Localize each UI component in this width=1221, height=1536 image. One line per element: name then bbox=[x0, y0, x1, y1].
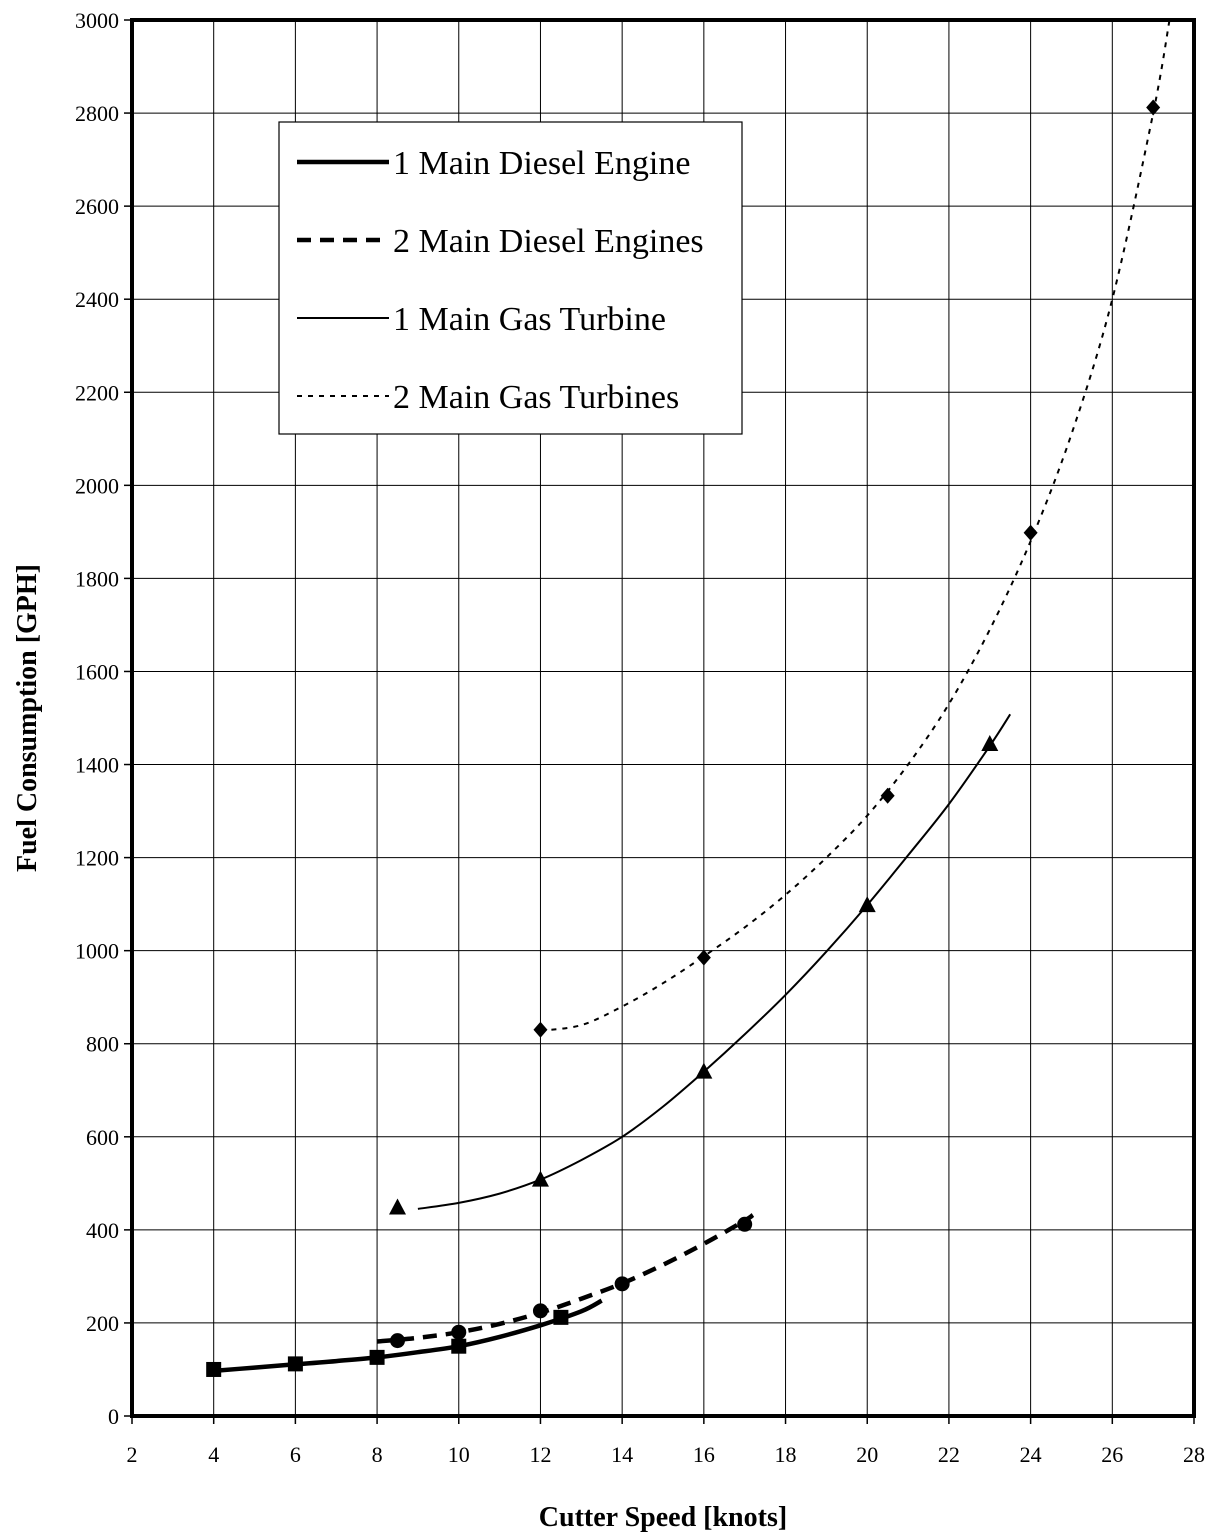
y-tick-label-3000: 3000 bbox=[75, 8, 119, 33]
x-tick-label-10: 10 bbox=[448, 1442, 470, 1467]
y-tick-label-2600: 2600 bbox=[75, 194, 119, 219]
marker-1-main-diesel-engine-5 bbox=[553, 1309, 569, 1325]
axis-tick-labels: 2 4 6 8 10 12 14 16 18 20 22 24 26 280200400600800100… bbox=[75, 8, 1205, 1467]
x-tick-label-4: 4 bbox=[208, 1442, 219, 1467]
y-tick-label-600: 600 bbox=[86, 1125, 119, 1150]
marker-2-main-gas-turbines-2 bbox=[696, 949, 711, 966]
marker-1-main-diesel-engine-1 bbox=[206, 1361, 222, 1377]
series-line-1-main-diesel-engine bbox=[213, 1298, 603, 1374]
y-tick-label-1600: 1600 bbox=[75, 659, 119, 684]
marker-1-main-diesel-engine-3 bbox=[369, 1349, 385, 1365]
x-tick-label-12: 12 bbox=[529, 1442, 551, 1467]
marker-2-main-gas-turbines-3 bbox=[880, 787, 895, 804]
x-tick-label-26: 26 bbox=[1101, 1442, 1123, 1467]
marker-1-main-diesel-engine-4 bbox=[451, 1338, 467, 1354]
marker-2-main-diesel-engines-1 bbox=[390, 1333, 405, 1349]
plot-frame bbox=[130, 18, 1196, 1418]
x-tick-label-28: 28 bbox=[1183, 1442, 1205, 1467]
legend-entry-1-main-diesel-engine: 1 Main Diesel Engine bbox=[393, 145, 690, 182]
x-axis-title: Cutter Speed [knots] bbox=[539, 1502, 787, 1533]
x-tick-label-6: 6 bbox=[290, 1442, 301, 1467]
x-tick-label-22: 22 bbox=[938, 1442, 960, 1467]
series-line-2-main-diesel-engines bbox=[376, 1213, 755, 1344]
x-tick-label-14: 14 bbox=[611, 1442, 633, 1467]
y-tick-label-200: 200 bbox=[86, 1311, 119, 1336]
x-tick-label-20: 20 bbox=[856, 1442, 878, 1467]
y-tick-label-2200: 2200 bbox=[75, 380, 119, 405]
marker-2-main-gas-turbines-1 bbox=[533, 1021, 548, 1038]
marker-2-main-diesel-engines-3 bbox=[532, 1303, 548, 1319]
y-tick-label-1200: 1200 bbox=[75, 846, 119, 871]
marker-2-main-gas-turbines-5 bbox=[1146, 99, 1161, 116]
legend-entry-2-main-diesel-engines: 2 Main Diesel Engines bbox=[393, 223, 704, 260]
marker-2-main-diesel-engines-2 bbox=[451, 1324, 467, 1340]
y-tick-label-1400: 1400 bbox=[75, 753, 119, 778]
x-tick-label-24: 24 bbox=[1020, 1442, 1042, 1467]
marker-2-main-diesel-engines-5 bbox=[737, 1216, 753, 1232]
series-line-2-main-gas-turbines bbox=[540, 19, 1171, 1032]
series-line-1-main-gas-turbine bbox=[417, 713, 1012, 1210]
x-tick-label-16: 16 bbox=[693, 1442, 715, 1467]
y-tick-label-400: 400 bbox=[86, 1218, 119, 1243]
y-tick-label-2000: 2000 bbox=[75, 473, 119, 498]
marker-1-main-gas-turbine-2 bbox=[531, 1170, 549, 1187]
legend-entry-1-main-gas-turbine: 1 Main Gas Turbine bbox=[393, 301, 666, 338]
y-tick-label-0: 0 bbox=[108, 1404, 119, 1429]
legend: 1 Main Diesel Engine 2 Main Diesel Engin… bbox=[278, 121, 743, 435]
marker-1-main-diesel-engine-2 bbox=[287, 1356, 303, 1372]
legend-box bbox=[278, 121, 743, 435]
y-tick-label-1000: 1000 bbox=[75, 939, 119, 964]
marker-1-main-gas-turbine-3 bbox=[695, 1062, 713, 1079]
y-axis-title: Fuel Consumption [GPH] bbox=[12, 564, 43, 872]
legend-entry-2-main-gas-turbines: 2 Main Gas Turbines bbox=[393, 379, 679, 416]
axis-ticks bbox=[124, 19, 1195, 1424]
series-curves bbox=[213, 19, 1171, 1374]
marker-1-main-gas-turbine-1 bbox=[389, 1198, 406, 1215]
marker-2-main-diesel-engines-4 bbox=[614, 1276, 630, 1292]
y-tick-label-1800: 1800 bbox=[75, 566, 119, 591]
series-markers bbox=[206, 99, 1161, 1377]
x-tick-label-18: 18 bbox=[775, 1442, 797, 1467]
x-tick-label-2: 2 bbox=[127, 1442, 138, 1467]
marker-1-main-gas-turbine-4 bbox=[858, 896, 876, 913]
marker-2-main-gas-turbines-4 bbox=[1023, 524, 1038, 541]
y-tick-label-2800: 2800 bbox=[75, 101, 119, 126]
y-tick-label-2400: 2400 bbox=[75, 287, 119, 312]
marker-1-main-gas-turbine-5 bbox=[981, 735, 999, 752]
y-tick-label-800: 800 bbox=[86, 1032, 119, 1057]
x-tick-label-8: 8 bbox=[372, 1442, 383, 1467]
